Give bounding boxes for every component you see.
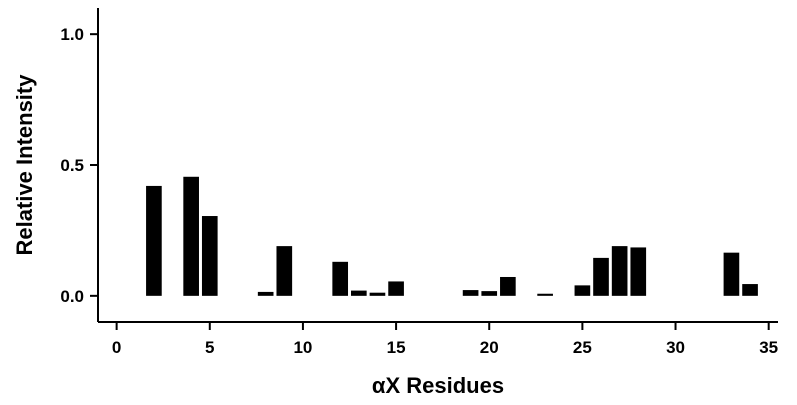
bar-residue-12	[332, 261, 349, 296]
x-tick-label: 5	[205, 338, 214, 357]
y-tick-label: 0.0	[60, 287, 84, 306]
bar-residue-19	[462, 290, 479, 296]
bar-residue-13	[351, 290, 367, 296]
bar-residue-28	[630, 247, 647, 296]
bar-residue-8	[257, 291, 274, 296]
bars-group	[146, 176, 758, 296]
axes-group	[97, 8, 778, 323]
bar-residue-34	[742, 284, 758, 296]
bar-residue-2	[146, 185, 162, 296]
bar-residue-5	[201, 216, 218, 296]
bar-residue-4	[183, 176, 199, 296]
bar-residue-33	[723, 252, 740, 296]
bar-residue-14	[369, 292, 386, 296]
x-ticks-group: 0 5 10 15 20 25 30 35	[112, 322, 778, 357]
y-tick-label: 0.5	[60, 156, 84, 175]
x-tick-label: 30	[666, 338, 685, 357]
x-axis-title: αX Residues	[372, 373, 504, 398]
bar-residue-21	[500, 276, 516, 296]
x-tick-label: 25	[573, 338, 592, 357]
bar-residue-23	[537, 293, 553, 296]
x-tick-label: 35	[759, 338, 778, 357]
y-axis-title: Relative Intensity	[12, 74, 37, 256]
x-tick-label: 15	[387, 338, 406, 357]
x-tick-label: 0	[112, 338, 121, 357]
y-tick-label: 1.0	[60, 25, 84, 44]
bar-residue-15	[388, 281, 404, 296]
bar-residue-20	[481, 291, 498, 296]
x-tick-label: 20	[480, 338, 499, 357]
x-tick-label: 10	[293, 338, 312, 357]
y-ticks-group: 0.0 0.5 1.0	[60, 25, 98, 306]
bar-residue-25	[574, 285, 591, 296]
bar-residue-9	[276, 246, 293, 296]
bar-residue-27	[611, 246, 628, 296]
bar-residue-26	[593, 257, 609, 296]
